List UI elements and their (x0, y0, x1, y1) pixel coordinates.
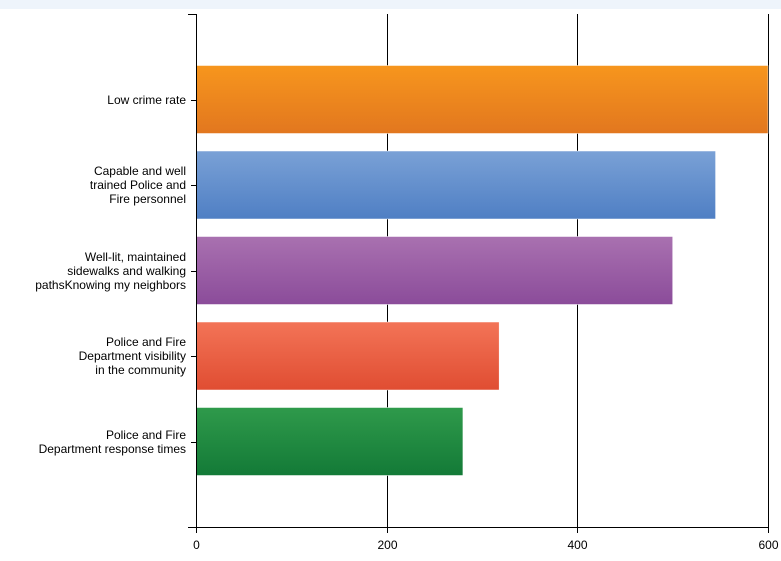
bar-3 (195, 321, 500, 391)
bar-0 (195, 65, 769, 134)
x-tick-label-0: 0 (193, 538, 200, 552)
bar-2 (195, 236, 673, 305)
category-label-3: Police and Fire Department visibility in… (78, 335, 186, 377)
category-label-1: Capable and well trained Police and Fire… (89, 164, 186, 206)
x-tick-label-200: 200 (377, 538, 397, 552)
top-strip (0, 0, 781, 9)
category-label-2: Well-lit, maintained sidewalks and walki… (35, 249, 186, 292)
bar-4 (195, 407, 464, 476)
x-tick-label-600: 600 (758, 538, 778, 552)
x-tick-label-400: 400 (567, 538, 587, 552)
bar-1 (195, 150, 716, 220)
category-label-4: Police and Fire Department response time… (38, 427, 186, 456)
category-label-0: Low crime rate (107, 92, 186, 107)
